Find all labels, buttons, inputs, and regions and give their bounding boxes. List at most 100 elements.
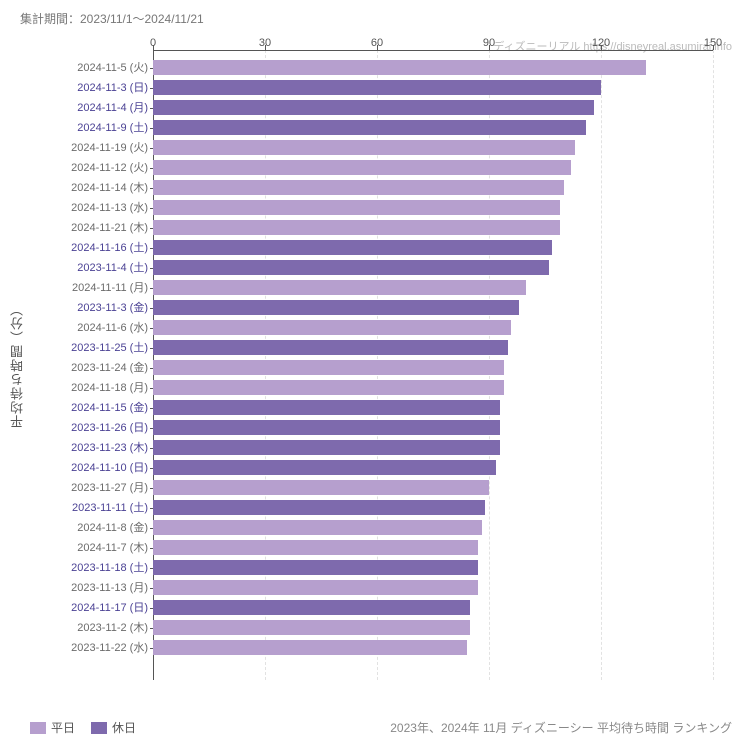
y-tick-mark	[150, 88, 153, 89]
y-tick-mark	[150, 568, 153, 569]
legend: 平日 休日	[30, 719, 136, 736]
y-tick-mark	[150, 528, 153, 529]
bar	[153, 120, 586, 135]
legend-label-holiday: 休日	[112, 719, 136, 736]
y-tick-mark	[150, 68, 153, 69]
bar-label: 2024-11-11 (月)	[8, 278, 148, 298]
bar	[153, 560, 478, 575]
bar-label: 2024-11-21 (木)	[8, 218, 148, 238]
bar-label: 2023-11-22 (水)	[8, 638, 148, 658]
bar	[153, 200, 560, 215]
bar	[153, 320, 511, 335]
bar	[153, 140, 575, 155]
bar	[153, 360, 504, 375]
y-tick-mark	[150, 588, 153, 589]
bar	[153, 260, 549, 275]
bar-label: 2024-11-19 (火)	[8, 138, 148, 158]
y-tick-mark	[150, 308, 153, 309]
bar-label: 2023-11-3 (金)	[8, 298, 148, 318]
bar-label: 2024-11-3 (日)	[8, 78, 148, 98]
bar	[153, 80, 601, 95]
bar	[153, 500, 485, 515]
legend-label-weekday: 平日	[51, 719, 75, 736]
bar-label: 2023-11-2 (木)	[8, 618, 148, 638]
bar	[153, 460, 496, 475]
y-tick-mark	[150, 608, 153, 609]
bar	[153, 540, 478, 555]
bar	[153, 160, 571, 175]
bar	[153, 480, 489, 495]
legend-swatch-weekday	[30, 722, 46, 734]
y-tick-mark	[150, 268, 153, 269]
bar	[153, 300, 519, 315]
y-tick-mark	[150, 408, 153, 409]
y-tick-mark	[150, 288, 153, 289]
bar-label: 2024-11-9 (土)	[8, 118, 148, 138]
gridline	[713, 50, 714, 680]
legend-swatch-holiday	[91, 722, 107, 734]
bar-label: 2024-11-12 (火)	[8, 158, 148, 178]
y-tick-mark	[150, 508, 153, 509]
y-tick-mark	[150, 248, 153, 249]
y-tick-mark	[150, 328, 153, 329]
y-tick-mark	[150, 348, 153, 349]
bar	[153, 600, 470, 615]
bar-label: 2023-11-24 (金)	[8, 358, 148, 378]
bar-label: 2024-11-14 (木)	[8, 178, 148, 198]
y-tick-mark	[150, 128, 153, 129]
bar-label: 2023-11-4 (土)	[8, 258, 148, 278]
bar-label: 2023-11-27 (月)	[8, 478, 148, 498]
bar	[153, 400, 500, 415]
bar	[153, 240, 552, 255]
legend-item-holiday: 休日	[91, 719, 136, 736]
bar-label: 2024-11-16 (土)	[8, 238, 148, 258]
bar-label: 2024-11-6 (水)	[8, 318, 148, 338]
bar-label: 2024-11-5 (火)	[8, 58, 148, 78]
bar-label: 2024-11-7 (木)	[8, 538, 148, 558]
bar-label: 2023-11-18 (土)	[8, 558, 148, 578]
bar	[153, 640, 467, 655]
y-tick-mark	[150, 208, 153, 209]
y-tick-mark	[150, 548, 153, 549]
bar	[153, 380, 504, 395]
bars-layer	[153, 50, 713, 680]
bar-label: 2023-11-26 (日)	[8, 418, 148, 438]
y-tick-mark	[150, 448, 153, 449]
bar	[153, 220, 560, 235]
bar	[153, 620, 470, 635]
footer-caption: 2023年、2024年 11月 ディズニーシー 平均待ち時間 ランキング	[390, 719, 732, 736]
y-tick-mark	[150, 388, 153, 389]
legend-item-weekday: 平日	[30, 719, 75, 736]
bar	[153, 420, 500, 435]
y-tick-mark	[150, 148, 153, 149]
bar-label: 2024-11-10 (日)	[8, 458, 148, 478]
bar	[153, 60, 646, 75]
y-tick-mark	[150, 488, 153, 489]
y-tick-mark	[150, 168, 153, 169]
bar-label: 2024-11-13 (水)	[8, 198, 148, 218]
chart-container: { "header": { "period_label": "集計期間：2023…	[0, 0, 750, 750]
bar-label: 2023-11-11 (土)	[8, 498, 148, 518]
bar-label: 2024-11-15 (金)	[8, 398, 148, 418]
bar-label: 2023-11-13 (月)	[8, 578, 148, 598]
y-tick-mark	[150, 108, 153, 109]
bar-label: 2024-11-8 (金)	[8, 518, 148, 538]
bar-label: 2024-11-4 (月)	[8, 98, 148, 118]
bar	[153, 340, 508, 355]
bar-label: 2023-11-23 (木)	[8, 438, 148, 458]
y-tick-mark	[150, 188, 153, 189]
bar	[153, 100, 594, 115]
y-tick-mark	[150, 648, 153, 649]
y-tick-mark	[150, 368, 153, 369]
bar-label: 2024-11-17 (日)	[8, 598, 148, 618]
bar	[153, 580, 478, 595]
bar	[153, 180, 564, 195]
y-tick-mark	[150, 228, 153, 229]
bar	[153, 280, 526, 295]
y-tick-mark	[150, 468, 153, 469]
y-tick-mark	[150, 628, 153, 629]
y-tick-mark	[150, 428, 153, 429]
bar	[153, 440, 500, 455]
bar	[153, 520, 482, 535]
bar-label: 2024-11-18 (月)	[8, 378, 148, 398]
